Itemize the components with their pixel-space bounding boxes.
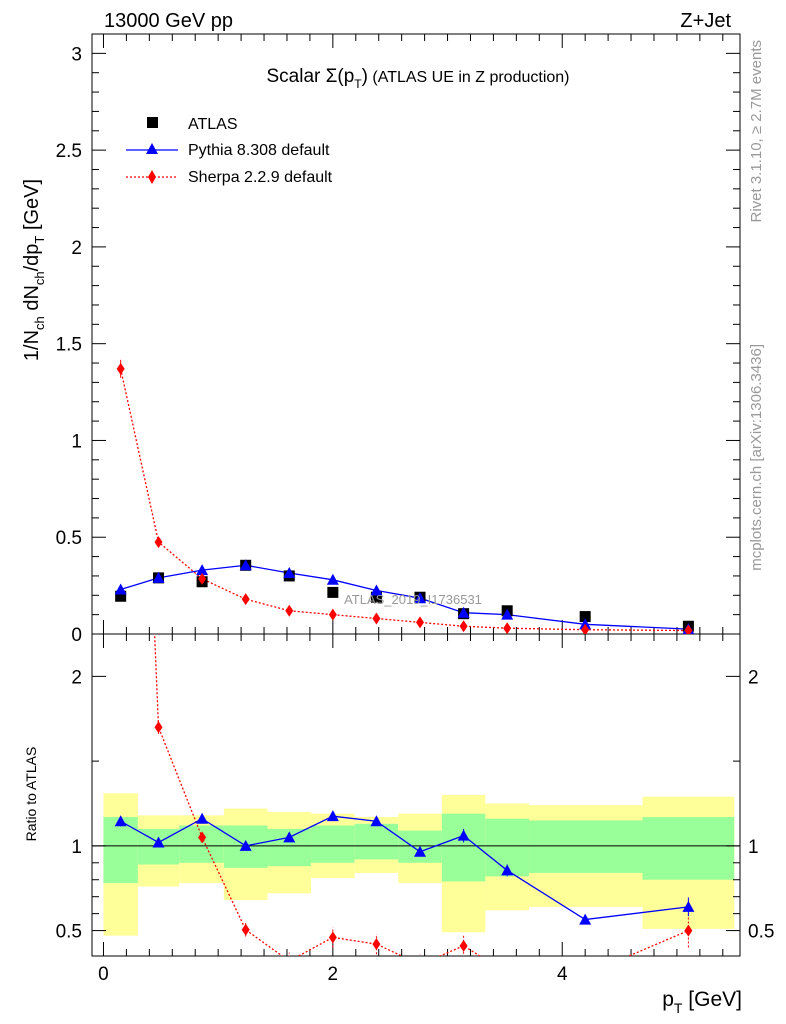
sherpa-ratio-point [416,958,424,970]
atlas-point [579,611,591,623]
pythia-ratio-point [414,845,427,857]
y-axis-label-main: 1/Nch dNch/dpT [GeV] [21,179,47,361]
y-tick-label: 0 [71,625,82,646]
sherpa-point [198,572,207,585]
sherpa-ratio-point [198,831,207,844]
legend: ATLAS Pythia 8.308 default Sherpa 2.2.9 … [126,116,333,186]
band-inner [528,820,643,873]
legend-label-sherpa: Sherpa 2.2.9 default [188,169,333,186]
pythia-point [457,606,470,618]
x-axis-label: pT [GeV] [662,988,742,1016]
sherpa-point [416,616,425,629]
sherpa-ratio-point [503,967,511,979]
pythia-point [283,567,296,579]
pythia-ratio-line [120,815,689,921]
legend-label-pythia: Pythia 8.308 default [188,142,330,159]
x-tick-label: 0 [98,964,109,985]
sherpa-point [241,593,250,606]
sherpa-ratio-point [459,939,468,952]
sherpa-ratio-line [153,634,689,956]
pythia-ratio-point [239,839,252,851]
sherpa-point [154,536,163,549]
sherpa-point [328,608,337,621]
band-inner [311,825,355,863]
sherpa-point [503,622,512,634]
ratio-y-tick-label: 0.5 [56,922,82,943]
sherpa-point [581,623,590,634]
pythia-point [196,564,209,576]
sherpa-ratio-point [288,955,290,956]
sherpa-ratio-point [684,924,693,937]
sherpa-ratio-point [581,969,589,981]
x-tick-label: 4 [557,964,568,985]
band-inner [354,823,399,860]
header-left: 13000 GeV pp [104,10,233,32]
pythia-ratio-point [114,815,127,827]
band-inner [103,817,138,884]
sherpa-line [120,368,689,632]
pythia-ratio-point [283,831,296,843]
y-tick-label: 2 [71,238,82,259]
mcplots-reference-label: mcplots.cern.ch [arXiv:1306.3436] [748,344,765,571]
pythia-ratio-point [326,810,339,822]
pythia-ratio-point [501,864,514,876]
pythia-point [414,592,427,604]
main-series-group [114,359,695,634]
sherpa-ratio-point [372,938,381,951]
pythia-ratio-point [196,812,209,824]
pythia-ratio-point [152,836,165,848]
sherpa-point [684,624,693,634]
pythia-ratio-point [682,900,695,912]
y-tick-label: 3 [71,44,82,65]
ratio-y-tick-label: 2 [71,667,82,688]
sherpa-ratio-point [241,923,250,936]
chart-title: Scalar Σ(pT) (ATLAS UE in Z production) [266,66,569,91]
legend-marker-pythia [146,143,158,154]
pythia-line [120,564,689,630]
sherpa-point [116,362,125,375]
ratio-series-group [114,634,695,981]
ratio-y-tick-label-right: 1 [748,837,759,858]
atlas-point [370,591,382,603]
y-tick-label: 1 [71,431,82,452]
band-inner [642,817,735,880]
ratio-plot-frame [91,633,741,957]
atlas-point [115,590,127,602]
band-inner [179,825,224,863]
pythia-ratio-point [370,815,383,827]
ratio-y-tick-label: 1 [71,837,82,858]
ratio-uncertainty-bands [92,793,740,936]
analysis-watermark: ATLAS_2019_I1736531 [344,592,482,607]
pythia-point [370,584,383,596]
sherpa-point [459,620,468,633]
ratio-y-tick-label-right: 0.5 [748,922,774,943]
pythia-ratio-point [579,913,592,925]
x-tick-label: 2 [328,964,339,985]
y-axis-label-ratio: Ratio to ATLAS [23,747,39,842]
pythia-ratio-point [457,829,470,841]
pythia-point [114,583,127,595]
rivet-version-label: Rivet 3.1.10, ≥ 2.7M events [748,40,765,223]
y-tick-label: 0.5 [56,528,82,549]
atlas-point [327,586,339,598]
sherpa-point [285,604,294,617]
legend-marker-atlas [147,117,158,128]
axes-ticks: 0 0.5 1 1.5 2 2.5 3 0.5 0.5 1 1 2 2 0 2 4 [56,34,774,985]
ratio-y-tick-label-right: 2 [748,667,759,688]
sherpa-point [372,612,381,625]
pythia-point [326,573,339,585]
pythia-point [239,559,252,571]
sherpa-ratio-point [154,721,163,734]
legend-marker-sherpa [148,170,156,184]
y-tick-label: 2.5 [56,141,82,162]
y-tick-label: 1.5 [56,335,82,356]
legend-label-atlas: ATLAS [188,116,238,133]
pythia-point [152,571,165,583]
data-series [114,359,695,981]
header-right: Z+Jet [680,10,731,32]
pythia-point [501,608,514,620]
sherpa-ratio-point [328,931,337,944]
